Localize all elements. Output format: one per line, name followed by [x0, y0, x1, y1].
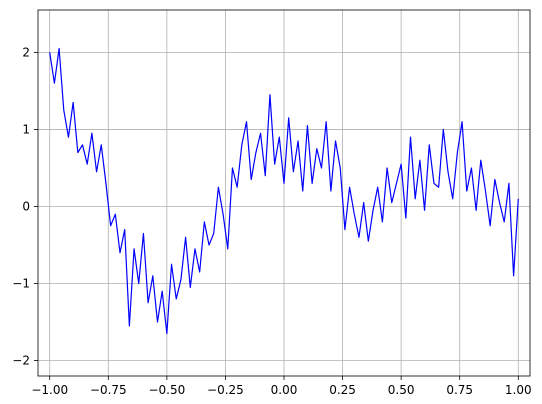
x-tick-label: −1.00 — [31, 383, 68, 397]
x-tick-label: 0.50 — [388, 383, 415, 397]
y-tick-label: −1 — [12, 277, 30, 291]
series-line — [49, 47, 519, 335]
y-tick-label: 1 — [22, 122, 30, 136]
series-layer — [49, 47, 519, 335]
y-tick-label: −2 — [12, 354, 30, 368]
y-tick-label: 2 — [22, 45, 30, 59]
x-tick-label: 1.00 — [505, 383, 532, 397]
x-tick-label: 0.00 — [271, 383, 298, 397]
x-tick-label: −0.75 — [90, 383, 127, 397]
x-tick-label: 0.75 — [446, 383, 473, 397]
y-tick-label: 0 — [22, 199, 30, 213]
x-tick-label: −0.50 — [148, 383, 185, 397]
x-tick-label: −0.25 — [207, 383, 244, 397]
x-tick-label: 0.25 — [329, 383, 356, 397]
grid — [38, 10, 530, 376]
y-axis: −2 −1 0 1 2 — [12, 45, 38, 368]
x-axis: −1.00 −0.75 −0.50 −0.25 0.00 0.25 0.50 0.75 1.00 — [31, 376, 532, 397]
